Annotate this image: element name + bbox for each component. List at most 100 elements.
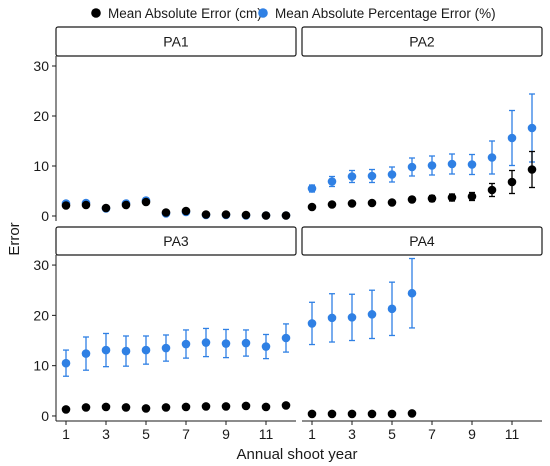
legend-mape-marker	[258, 8, 268, 18]
x-tick-label: 1	[308, 426, 316, 442]
mae-point	[367, 198, 377, 208]
mae-point	[81, 403, 91, 412]
y-tick-label: 30	[33, 58, 49, 74]
legend-mape-label: Mean Absolute Percentage Error (%)	[275, 6, 496, 21]
mape-point	[387, 170, 397, 179]
x-tick-label: 9	[222, 426, 230, 442]
mape-point	[307, 184, 317, 193]
mape-point	[347, 313, 357, 322]
mae-point	[527, 165, 537, 174]
mae-point	[387, 409, 397, 419]
mae-point	[307, 409, 317, 419]
mae-point	[61, 201, 71, 210]
facet-label: PA4	[409, 233, 435, 249]
y-tick-label: 20	[33, 108, 49, 124]
mae-point	[427, 194, 437, 203]
mae-point	[261, 211, 271, 220]
mape-point	[347, 172, 357, 181]
x-tick-label: 3	[348, 426, 356, 442]
mae-point	[141, 404, 151, 413]
mape-point	[367, 171, 377, 181]
panels: PA1 0 10 20 30 PA2 PA3 0 10 20 30 1 3 5 7 9 11 PA4 1 3 5 7 9 11	[33, 26, 543, 442]
mae-point	[121, 403, 131, 412]
mape-point	[261, 342, 271, 351]
mae-point	[327, 200, 337, 209]
y-tick-label: 10	[33, 358, 49, 374]
mae-point	[101, 402, 111, 412]
mae-point	[181, 206, 191, 216]
mae-point	[507, 177, 517, 187]
legend-mae-label: Mean Absolute Error (cm)	[108, 6, 262, 21]
panel-pa4: PA4 1 3 5 7 9 11	[301, 226, 543, 442]
y-tick-label: 30	[33, 257, 49, 273]
mae-point	[407, 195, 417, 204]
mape-point	[327, 313, 337, 323]
x-tick-label: 7	[182, 426, 190, 442]
mae-point	[241, 210, 251, 220]
mae-point	[141, 197, 151, 207]
y-tick-label: 20	[33, 307, 49, 323]
mae-point	[61, 405, 71, 414]
mape-point	[181, 339, 191, 349]
y-tick-label: 10	[33, 158, 49, 174]
mape-point	[407, 162, 417, 172]
y-axis-title: Error	[6, 222, 23, 255]
mae-point	[347, 199, 357, 208]
mape-point	[221, 339, 231, 348]
legend-mae-marker	[91, 8, 101, 18]
mape-point	[487, 153, 497, 162]
facet-label: PA1	[163, 34, 189, 50]
mae-point	[327, 409, 337, 419]
x-tick-label: 1	[62, 426, 70, 442]
mae-point	[81, 200, 91, 210]
x-tick-label: 5	[388, 426, 396, 442]
mae-point	[487, 185, 497, 195]
mae-point	[201, 210, 211, 219]
mae-point	[367, 409, 377, 419]
mae-point	[347, 409, 357, 419]
facet-label: PA3	[163, 233, 189, 249]
mae-point	[161, 208, 171, 217]
mae-point	[221, 402, 231, 411]
mape-point	[527, 123, 537, 133]
x-axis-title: Annual shoot year	[237, 446, 358, 463]
mae-point	[161, 403, 171, 412]
facet-strip	[301, 226, 543, 256]
mae-point	[307, 202, 317, 212]
facet-label: PA2	[409, 34, 435, 50]
mae-point	[467, 192, 477, 201]
facet-strip	[55, 226, 297, 256]
mae-point	[447, 193, 457, 202]
mae-point	[101, 203, 111, 213]
x-tick-label: 5	[142, 426, 150, 442]
mae-point	[241, 401, 251, 411]
y-tick-label: 0	[41, 408, 49, 424]
mape-point	[241, 338, 251, 348]
mae-point	[181, 402, 191, 412]
mape-point	[427, 161, 437, 170]
x-tick-label: 7	[428, 426, 436, 442]
mae-point	[221, 210, 231, 219]
mae-point	[407, 409, 417, 418]
mae-point	[281, 211, 291, 220]
mape-point	[101, 345, 111, 355]
x-tick-label: 11	[259, 426, 274, 442]
mape-point	[61, 358, 71, 368]
mae-point	[261, 402, 271, 412]
mae-point	[281, 401, 291, 410]
mape-point	[141, 345, 151, 355]
mape-point	[407, 288, 417, 298]
panel-pa3: PA3 0 10 20 30 1 3 5 7 9 11	[33, 226, 297, 442]
mae-point	[121, 200, 131, 210]
mape-point	[307, 319, 317, 328]
y-tick-label: 0	[41, 208, 49, 224]
x-tick-label: 9	[468, 426, 476, 442]
mape-point	[367, 310, 377, 319]
mape-point	[81, 349, 91, 358]
mape-point	[161, 343, 171, 353]
x-tick-label: 3	[102, 426, 110, 442]
legend: Mean Absolute Error (cm) Mean Absolute P…	[91, 6, 496, 21]
facet-strip	[55, 26, 297, 57]
panel-pa2: PA2	[301, 26, 543, 212]
